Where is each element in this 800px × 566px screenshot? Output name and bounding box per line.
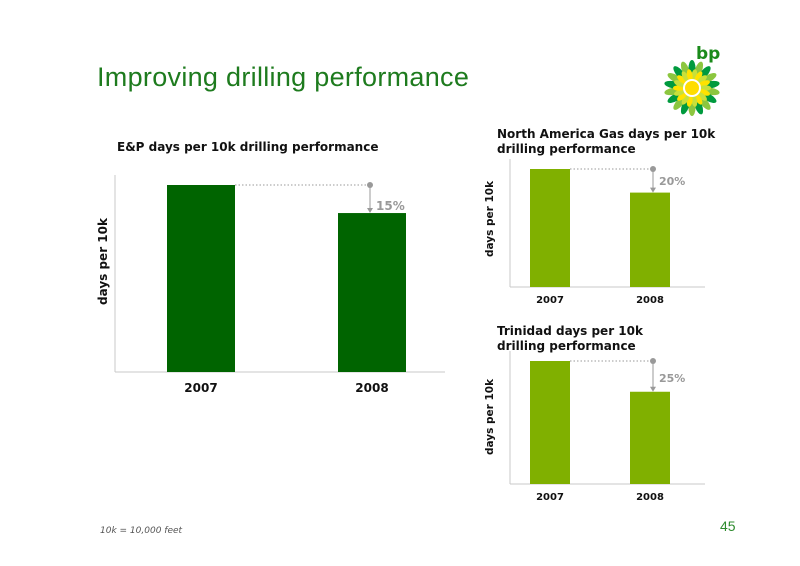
trin-annotation-label: 25% [659, 372, 685, 385]
nag-x-tick-2007: 2007 [536, 295, 564, 306]
trin-arrow-head-icon [650, 386, 656, 392]
ep-bar-2007 [167, 185, 235, 372]
ep-chart: 2007 2008 15% [114, 175, 445, 395]
nag-bar-2008 [630, 192, 670, 287]
bp-logo-icon: bp [664, 44, 720, 116]
slide-title: Improving drilling performance [97, 62, 470, 92]
footnote: 10k = 10,000 feet [100, 526, 183, 536]
trin-y-axis-label: days per 10k [484, 378, 496, 455]
nag-chart-title: North America Gas days per 10k drilling p… [497, 127, 716, 156]
nag-chart: 2007 2008 20% [509, 159, 705, 306]
ep-arrow-head-icon [367, 208, 373, 214]
nag-annotation-label: 20% [659, 175, 685, 188]
page-number: 45 [720, 518, 736, 534]
trin-x-tick-2008: 2008 [636, 492, 664, 503]
nag-bar-2007 [530, 169, 570, 287]
ep-x-tick-2008: 2008 [355, 381, 388, 395]
ep-y-axis-label: days per 10k [96, 218, 110, 305]
ep-annotation-label: 15% [376, 199, 405, 213]
bp-logo-text: bp [696, 44, 720, 64]
nag-x-tick-2008: 2008 [636, 295, 664, 306]
nag-y-axis-label: days per 10k [484, 180, 496, 257]
trin-bar-2008 [630, 391, 670, 484]
nag-arrow-head-icon [650, 187, 656, 193]
trin-chart: 2007 2008 25% [509, 351, 705, 503]
trin-x-tick-2007: 2007 [536, 492, 564, 503]
ep-bar-2008 [338, 213, 406, 372]
ep-chart-title: E&P days per 10k drilling performance [117, 140, 379, 154]
trin-bar-2007 [530, 361, 570, 484]
trin-chart-title: Trinidad days per 10k drilling performanc… [497, 324, 643, 353]
ep-x-tick-2007: 2007 [184, 381, 217, 395]
